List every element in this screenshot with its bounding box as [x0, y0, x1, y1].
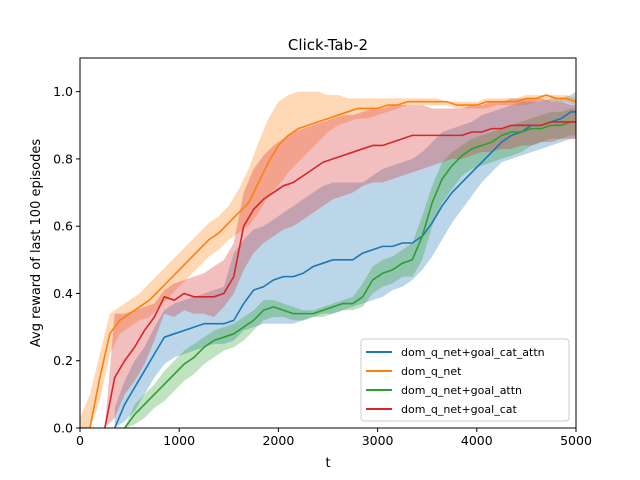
y-axis: 0.0 0.2 0.4 0.6 0.8 1.0 — [53, 84, 80, 436]
y-tick-label: 0.2 — [53, 353, 73, 368]
x-tick-label: 4000 — [461, 433, 493, 448]
plot-frame — [79, 57, 577, 429]
band-dom-q-net-goal-attn — [124, 108, 576, 428]
line-dom-q-net-goal-cat — [104, 121, 576, 428]
x-tick-label: 1000 — [163, 433, 195, 448]
band-dom-q-net-goal-cat — [104, 98, 576, 428]
x-tick-label: 5000 — [560, 433, 592, 448]
y-tick-label: 1.0 — [53, 84, 73, 99]
y-tick-label: 0.0 — [53, 421, 73, 436]
x-axis: 0 1000 2000 3000 4000 5000 — [76, 428, 592, 448]
y-tick-label: 0.4 — [53, 286, 73, 301]
line-dom-q-net — [80, 94, 576, 428]
x-axis-label: t — [325, 456, 330, 471]
band-dom-q-net — [80, 91, 576, 428]
legend-frame — [360, 338, 570, 422]
legend-label: dom_q_net+goal_cat_attn — [401, 346, 545, 359]
line-dom-q-net-goal-cat-attn — [113, 111, 576, 428]
line-dom-q-net-goal-attn — [123, 121, 576, 428]
x-tick-label: 3000 — [362, 433, 394, 448]
y-axis-label: Avg reward of last 100 episodes — [29, 139, 44, 347]
x-tick-label: 0 — [76, 433, 84, 448]
legend-label: dom_q_net+goal_cat — [401, 403, 517, 416]
y-tick-label: 0.6 — [53, 219, 73, 234]
x-tick-label: 2000 — [262, 433, 294, 448]
legend-label: dom_q_net — [401, 365, 462, 378]
legend-label: dom_q_net+goal_attn — [401, 384, 522, 397]
series-lines — [80, 94, 576, 428]
y-tick-label: 0.8 — [53, 151, 73, 166]
chart-title: Click-Tab-2 — [288, 36, 368, 54]
legend: dom_q_net+goal_cat_attn dom_q_net dom_q_ne… — [360, 338, 570, 422]
